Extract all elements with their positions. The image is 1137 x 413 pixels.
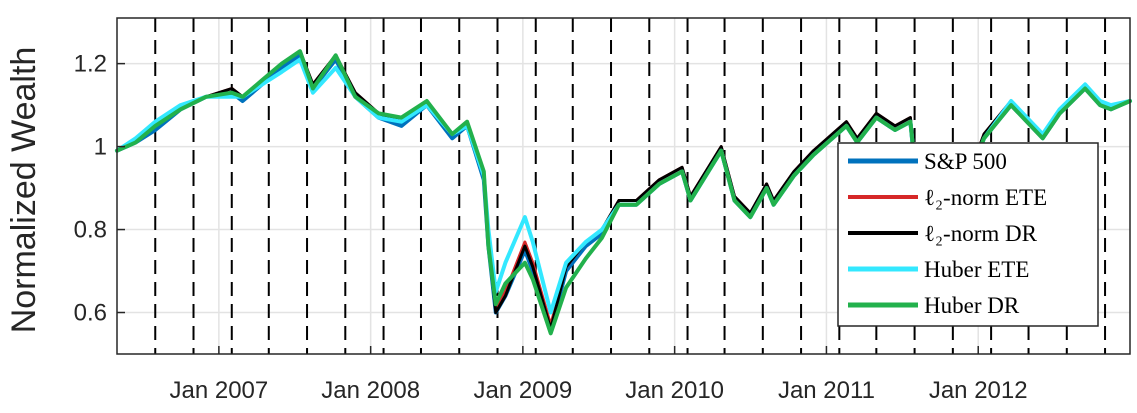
x-tick-label: Jan 2008: [321, 377, 420, 404]
y-axis-label: Normalized Wealth: [5, 47, 43, 334]
x-tick-label: Jan 2010: [625, 377, 724, 404]
y-tick-label: 1: [94, 134, 107, 161]
legend-box: [837, 142, 1099, 327]
x-tick-label: Jan 2009: [473, 377, 572, 404]
legend-label-3: Huber ETE: [924, 257, 1029, 282]
legend-label-1: ℓ₂-norm ETE: [924, 185, 1047, 210]
x-tick-label: Jan 2007: [169, 377, 268, 404]
y-tick-label: 0.8: [74, 217, 107, 244]
y-tick-label: 1.2: [74, 51, 107, 78]
y-tick-label: 0.6: [74, 300, 107, 327]
legend: S&P 500 ℓ₂-norm ETE ℓ₂-norm DR Huber ETE Hub…: [837, 142, 1099, 327]
legend-label-0: S&P 500: [924, 149, 1007, 174]
x-tick-label: Jan 2011: [778, 377, 875, 404]
plot-frame: [116, 17, 1131, 355]
legend-label-2: ℓ₂-norm DR: [924, 221, 1038, 246]
x-tick-label: Jan 2012: [929, 377, 1028, 404]
legend-label-4: Huber DR: [924, 293, 1020, 318]
